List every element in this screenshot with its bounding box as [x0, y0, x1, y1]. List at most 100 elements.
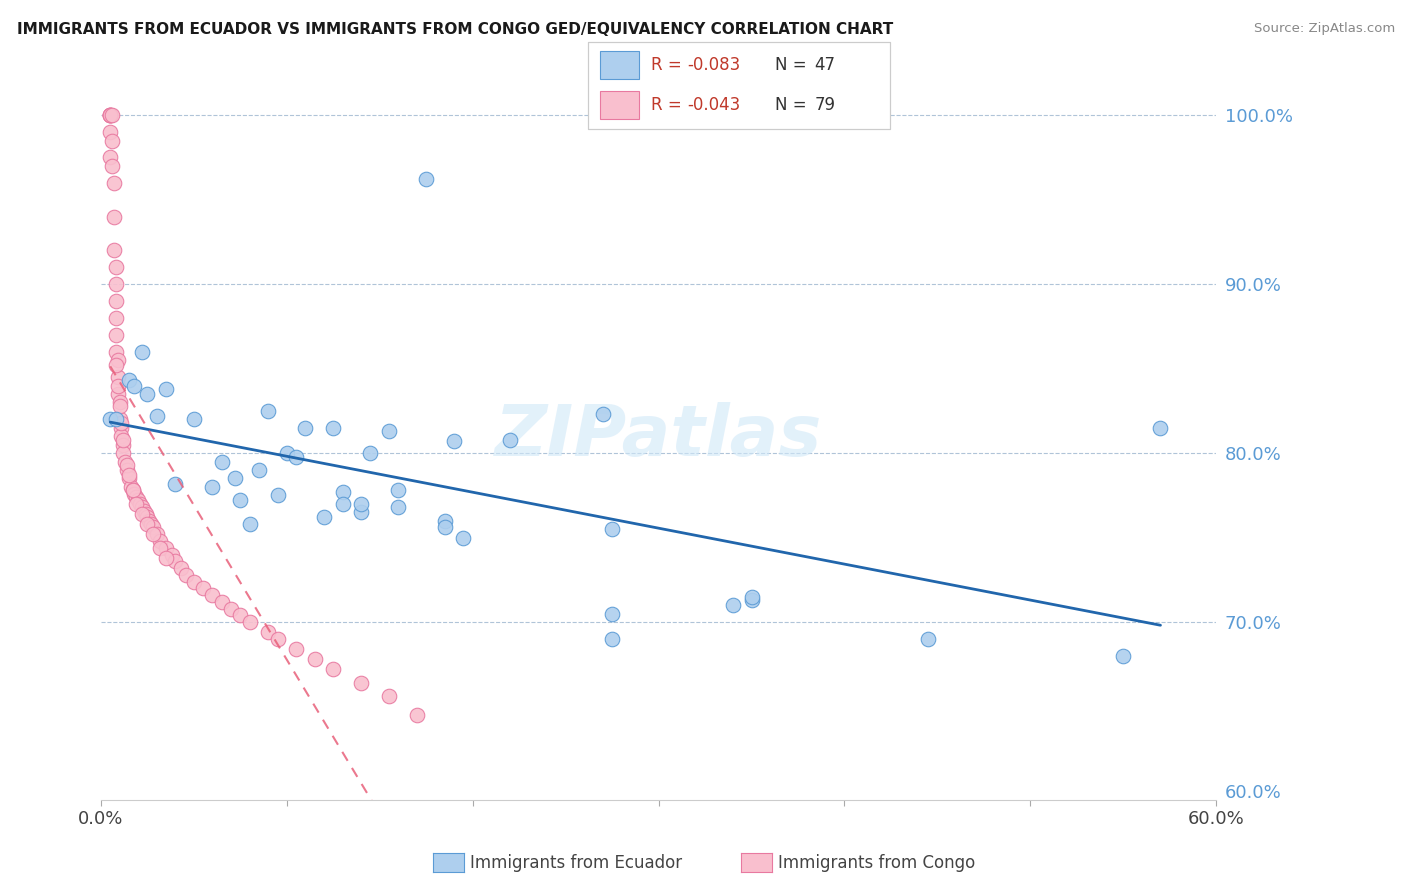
Point: [98, 108, 121, 122]
Point: [378, 690, 401, 704]
Text: R =: R =: [651, 55, 688, 74]
Point: [453, 531, 475, 545]
Point: [211, 454, 233, 468]
Point: [107, 370, 129, 384]
Point: [110, 429, 132, 443]
Point: [127, 493, 149, 508]
Point: [131, 507, 153, 521]
Point: [114, 454, 136, 468]
Point: [115, 463, 138, 477]
Text: Immigrants from Ecuador: Immigrants from Ecuador: [470, 854, 682, 871]
Point: [98, 151, 121, 165]
Point: [138, 514, 160, 528]
Point: [322, 662, 344, 676]
Point: [149, 541, 172, 555]
Point: [110, 421, 132, 435]
Point: [247, 463, 270, 477]
Point: [98, 108, 121, 122]
Point: [107, 378, 129, 392]
Point: [433, 520, 456, 534]
Point: [257, 404, 280, 418]
Point: [136, 517, 159, 532]
Point: [600, 632, 623, 646]
Point: [104, 359, 127, 373]
Point: [406, 708, 429, 723]
Point: [131, 500, 153, 515]
Point: [350, 497, 373, 511]
Point: [104, 260, 127, 275]
Point: [1112, 648, 1135, 663]
Point: [104, 310, 127, 325]
Point: [183, 574, 205, 589]
Point: [107, 353, 129, 368]
Point: [101, 159, 124, 173]
Point: [118, 468, 141, 483]
Point: [285, 450, 308, 464]
Point: [108, 395, 131, 409]
Point: [104, 327, 127, 342]
Point: [276, 446, 298, 460]
Point: [433, 514, 456, 528]
Point: [104, 277, 127, 292]
Point: [600, 522, 623, 536]
Point: [741, 593, 763, 607]
Text: IMMIGRANTS FROM ECUADOR VS IMMIGRANTS FROM CONGO GED/EQUIVALENCY CORRELATION CHA: IMMIGRANTS FROM ECUADOR VS IMMIGRANTS FR…: [17, 22, 893, 37]
Point: [142, 520, 165, 534]
Point: [183, 412, 205, 426]
Point: [120, 480, 142, 494]
Point: [129, 497, 152, 511]
Point: [98, 125, 121, 139]
Point: [350, 676, 373, 690]
Point: [108, 399, 131, 413]
Point: [125, 497, 148, 511]
Point: [741, 590, 763, 604]
Point: [304, 652, 326, 666]
Point: [136, 510, 159, 524]
Point: [592, 407, 614, 421]
Point: [211, 595, 233, 609]
Point: [285, 642, 308, 657]
Point: [415, 172, 437, 186]
Point: [229, 493, 252, 508]
Text: R =: R =: [651, 95, 688, 114]
Point: [142, 527, 165, 541]
Point: [124, 378, 146, 392]
Point: [132, 503, 155, 517]
Y-axis label: GED/Equivalency: GED/Equivalency: [0, 365, 8, 508]
Point: [118, 471, 141, 485]
Point: [104, 294, 127, 309]
Point: [312, 510, 335, 524]
Point: [155, 541, 177, 555]
Point: [104, 412, 127, 426]
Point: [121, 483, 143, 498]
Point: [170, 561, 193, 575]
Point: [112, 438, 135, 452]
Point: [124, 486, 146, 500]
Point: [131, 344, 153, 359]
Point: [229, 608, 252, 623]
Text: -0.043: -0.043: [688, 95, 741, 114]
Point: [112, 446, 135, 460]
Point: [160, 548, 183, 562]
Point: [108, 412, 131, 426]
Text: Immigrants from Congo: Immigrants from Congo: [778, 854, 974, 871]
Point: [115, 458, 138, 472]
Point: [103, 244, 125, 258]
Point: [135, 507, 157, 521]
Point: [98, 412, 121, 426]
Point: [136, 387, 159, 401]
Bar: [600, 51, 640, 78]
Point: [239, 517, 262, 532]
Point: [224, 471, 246, 485]
Point: [350, 505, 373, 519]
Text: 79: 79: [814, 95, 835, 114]
Point: [219, 601, 242, 615]
Point: [145, 527, 167, 541]
Point: [98, 108, 121, 122]
Point: [600, 607, 623, 621]
Text: -0.083: -0.083: [688, 55, 741, 74]
Text: N =: N =: [775, 95, 813, 114]
Point: [149, 534, 172, 549]
Point: [98, 108, 121, 122]
Point: [201, 588, 224, 602]
